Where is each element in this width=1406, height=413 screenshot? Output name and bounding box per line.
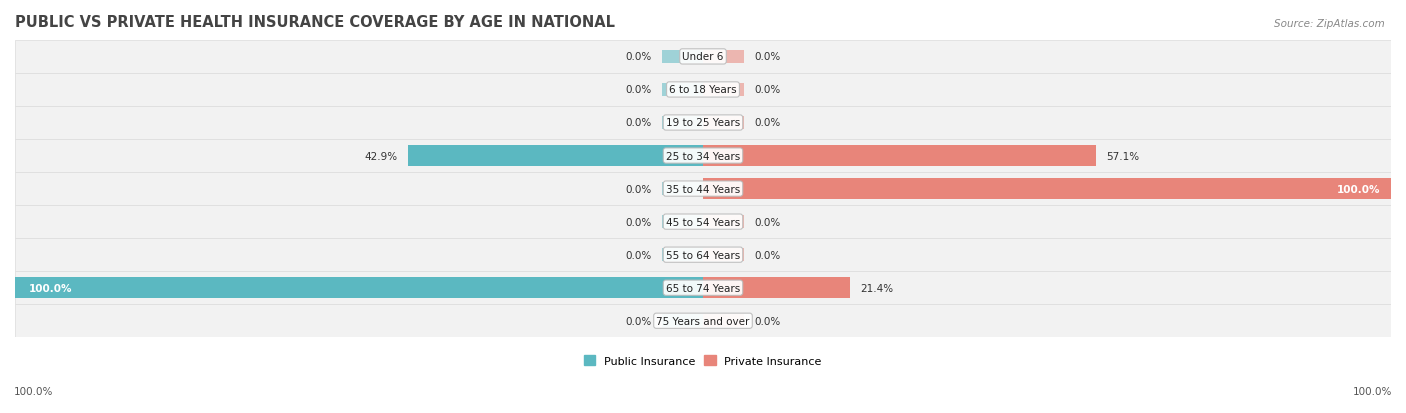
- Bar: [408, 146, 703, 166]
- Bar: [662, 183, 703, 196]
- Text: 0.0%: 0.0%: [626, 118, 651, 128]
- Bar: [15, 107, 1391, 140]
- Text: 0.0%: 0.0%: [626, 184, 651, 194]
- Text: 0.0%: 0.0%: [755, 316, 780, 326]
- Bar: [703, 51, 744, 64]
- Bar: [703, 146, 1095, 166]
- Bar: [703, 83, 744, 97]
- Text: 0.0%: 0.0%: [626, 217, 651, 227]
- Bar: [662, 83, 703, 97]
- Text: 0.0%: 0.0%: [755, 85, 780, 95]
- Bar: [662, 116, 703, 130]
- Text: 55 to 64 Years: 55 to 64 Years: [666, 250, 740, 260]
- Text: 0.0%: 0.0%: [755, 250, 780, 260]
- Text: 0.0%: 0.0%: [755, 217, 780, 227]
- Text: 42.9%: 42.9%: [364, 151, 398, 161]
- Bar: [15, 173, 1391, 206]
- Bar: [662, 314, 703, 328]
- Text: 6 to 18 Years: 6 to 18 Years: [669, 85, 737, 95]
- Bar: [662, 248, 703, 262]
- Text: 0.0%: 0.0%: [755, 52, 780, 62]
- Text: 100.0%: 100.0%: [14, 387, 53, 396]
- Text: 19 to 25 Years: 19 to 25 Years: [666, 118, 740, 128]
- Text: 0.0%: 0.0%: [626, 316, 651, 326]
- Bar: [15, 304, 1391, 337]
- Bar: [15, 206, 1391, 239]
- Text: 35 to 44 Years: 35 to 44 Years: [666, 184, 740, 194]
- Text: 45 to 54 Years: 45 to 54 Years: [666, 217, 740, 227]
- Bar: [15, 239, 1391, 271]
- Bar: [703, 314, 744, 328]
- Text: 75 Years and over: 75 Years and over: [657, 316, 749, 326]
- Bar: [703, 278, 851, 298]
- Text: 0.0%: 0.0%: [626, 52, 651, 62]
- Bar: [15, 271, 1391, 304]
- Bar: [703, 116, 744, 130]
- Text: 0.0%: 0.0%: [626, 250, 651, 260]
- Legend: Public Insurance, Private Insurance: Public Insurance, Private Insurance: [579, 351, 827, 370]
- Text: Under 6: Under 6: [682, 52, 724, 62]
- Bar: [703, 216, 744, 229]
- Bar: [703, 248, 744, 262]
- Text: 100.0%: 100.0%: [1353, 387, 1392, 396]
- Text: 100.0%: 100.0%: [28, 283, 72, 293]
- Text: 0.0%: 0.0%: [755, 118, 780, 128]
- Text: 21.4%: 21.4%: [860, 283, 894, 293]
- Text: 57.1%: 57.1%: [1107, 151, 1139, 161]
- Bar: [662, 51, 703, 64]
- Text: Source: ZipAtlas.com: Source: ZipAtlas.com: [1274, 19, 1385, 28]
- Bar: [15, 278, 703, 298]
- Text: PUBLIC VS PRIVATE HEALTH INSURANCE COVERAGE BY AGE IN NATIONAL: PUBLIC VS PRIVATE HEALTH INSURANCE COVER…: [15, 15, 614, 30]
- Text: 65 to 74 Years: 65 to 74 Years: [666, 283, 740, 293]
- Bar: [662, 216, 703, 229]
- Bar: [15, 140, 1391, 173]
- Bar: [703, 179, 1391, 199]
- Bar: [15, 41, 1391, 74]
- Text: 0.0%: 0.0%: [626, 85, 651, 95]
- Bar: [15, 74, 1391, 107]
- Text: 25 to 34 Years: 25 to 34 Years: [666, 151, 740, 161]
- Text: 100.0%: 100.0%: [1337, 184, 1381, 194]
